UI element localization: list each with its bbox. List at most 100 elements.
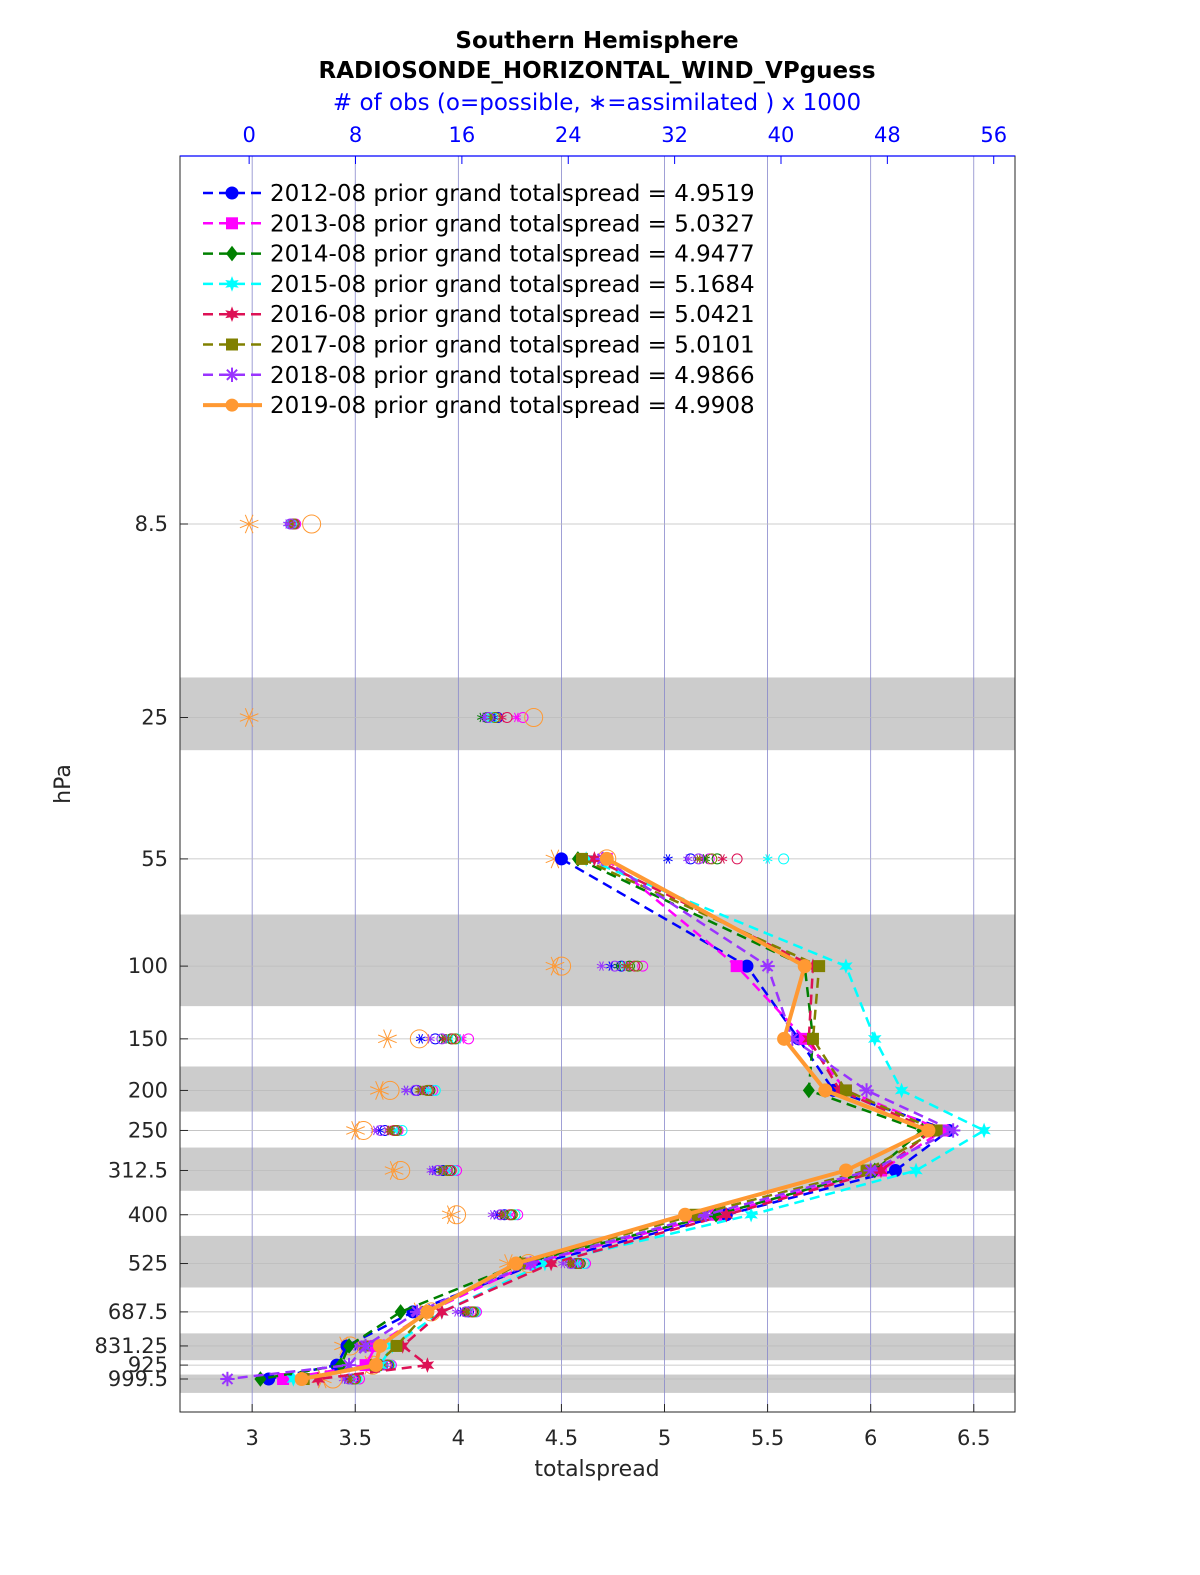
obs-assimilated-marker xyxy=(487,1209,498,1220)
asterisk-stroke xyxy=(947,1124,959,1137)
data-point-square xyxy=(226,217,238,230)
obs-assimilated-marker xyxy=(499,1209,510,1220)
y-tick-label: 250 xyxy=(128,1118,168,1142)
data-point-hexagram xyxy=(744,1206,758,1223)
obs-assimilated-marker xyxy=(663,854,673,864)
data-point-hexagram xyxy=(225,276,239,292)
obs-possible-marker xyxy=(391,1124,403,1136)
obs-star-stroke xyxy=(499,1212,510,1218)
obs-assimilated-marker xyxy=(619,961,629,971)
y-tick-label: 150 xyxy=(128,1027,168,1051)
data-point-asterisk xyxy=(220,1371,235,1387)
top-tick-label: 32 xyxy=(661,123,688,147)
y-axis-label: hPa xyxy=(51,764,76,804)
obs-star-stroke xyxy=(545,961,565,971)
obs-assimilated-marker xyxy=(545,956,565,976)
data-point-diamond xyxy=(343,1338,356,1354)
obs-assimilated-marker xyxy=(683,854,693,864)
obs-star-stroke xyxy=(370,1086,389,1095)
obs-possible-marker xyxy=(288,518,300,530)
obs-assimilated-marker xyxy=(239,514,259,534)
top-tick-label: 24 xyxy=(555,123,582,147)
y-ticks: 8.5 25 55 100 150 200 250 312.5 400 525 687.5 831.2… xyxy=(95,512,188,1391)
data-point-circle xyxy=(599,851,614,866)
obs-assimilated-marker xyxy=(762,854,773,864)
data-point-hexagram xyxy=(286,1371,301,1387)
y-tick-label: 687.5 xyxy=(108,1300,168,1324)
top-ticks: 0 8 16 24 32 40 48 56 xyxy=(242,123,1007,164)
chart-title: Southern Hemisphere xyxy=(455,28,738,54)
obs-star-stroke xyxy=(377,1034,397,1044)
obs-possible-marker xyxy=(506,1209,518,1221)
data-point-square xyxy=(813,960,826,973)
data-point-hexagram xyxy=(311,1371,325,1387)
obs-star-stroke xyxy=(566,1261,576,1266)
obs-possible-marker xyxy=(396,1124,408,1136)
data-point-square xyxy=(839,1084,852,1097)
obs-possible-marker xyxy=(524,707,544,727)
obs-star-stroke xyxy=(239,713,259,722)
data-point-circle xyxy=(368,1358,383,1373)
obs-possible-marker xyxy=(706,853,718,865)
data-point-circle xyxy=(888,1163,902,1177)
x-tick-label: 5.5 xyxy=(751,1426,784,1450)
obs-star-stroke xyxy=(441,1210,461,1220)
obs-possible-marker xyxy=(445,1164,457,1176)
obs-star-stroke xyxy=(435,1168,446,1173)
obs-assimilated-marker xyxy=(239,708,259,727)
obs-star-stroke xyxy=(623,963,633,969)
obs-star-stroke xyxy=(596,963,607,969)
obs-assimilated-marker xyxy=(441,1205,461,1225)
data-point-square xyxy=(576,852,589,865)
data-point-hexagram xyxy=(420,1357,435,1373)
obs-possible-marker xyxy=(284,518,296,530)
data-point-circle xyxy=(921,1123,936,1138)
obs-star-stroke xyxy=(282,521,293,527)
obs-possible-marker xyxy=(572,1258,584,1270)
obs-possible-marker xyxy=(609,960,621,972)
obs-assimilated-marker xyxy=(623,961,633,971)
data-point-hexagram xyxy=(894,1082,909,1099)
data-point-circle xyxy=(294,1372,309,1386)
x-tick-label: 4.5 xyxy=(545,1426,578,1450)
obs-possible-marker xyxy=(578,1258,590,1270)
obs-star-stroke xyxy=(385,1128,395,1133)
x-tick-label: 6 xyxy=(864,1426,877,1450)
data-point-asterisk xyxy=(224,367,240,382)
legend-entry: 2014-08 prior grand totalspread = 4.9477 xyxy=(270,242,755,268)
obs-assimilated-marker xyxy=(377,1029,397,1049)
legend-entry: 2017-08 prior grand totalspread = 5.0101 xyxy=(270,333,755,359)
top-tick-label: 16 xyxy=(449,123,476,147)
asterisk-stroke xyxy=(411,1306,423,1318)
y-tick-label: 525 xyxy=(128,1252,168,1276)
data-point-square xyxy=(730,960,743,973)
asterisk-stroke xyxy=(343,1359,355,1371)
x-tick-label: 3 xyxy=(245,1426,258,1450)
asterisk-stroke xyxy=(226,369,238,381)
obs-assimilated-marker xyxy=(693,854,704,864)
obs-possible-marker xyxy=(494,1209,506,1221)
obs-possible-marker xyxy=(436,1033,448,1045)
obs-possible-marker xyxy=(517,711,529,723)
obs-star-stroke xyxy=(451,1309,462,1315)
asterisk-stroke xyxy=(221,1373,234,1385)
data-point-hexagram xyxy=(225,306,239,322)
obs-assimilated-marker xyxy=(414,1085,425,1096)
obs-star-stroke xyxy=(401,1088,411,1093)
series-line xyxy=(293,857,987,1381)
obs-assimilated-marker xyxy=(385,1125,395,1136)
obs-possible-marker xyxy=(631,960,643,972)
data-point-hexagram xyxy=(395,1338,410,1354)
obs-possible-marker xyxy=(302,514,322,534)
data-point-hexagram xyxy=(874,1162,888,1179)
obs-assimilated-marker xyxy=(462,1307,473,1317)
legend-entry: 2016-08 prior grand totalspread = 5.0421 xyxy=(270,302,755,328)
obs-possible-marker xyxy=(441,1164,453,1176)
data-point-asterisk xyxy=(863,1163,878,1178)
obs-possible-marker xyxy=(637,960,649,972)
obs-star-stroke xyxy=(415,1036,426,1042)
data-point-hexagram xyxy=(544,1255,558,1272)
top-tick-label: 56 xyxy=(980,123,1007,147)
y-tick-label: 55 xyxy=(141,847,168,871)
obs-star-stroke xyxy=(683,856,693,862)
